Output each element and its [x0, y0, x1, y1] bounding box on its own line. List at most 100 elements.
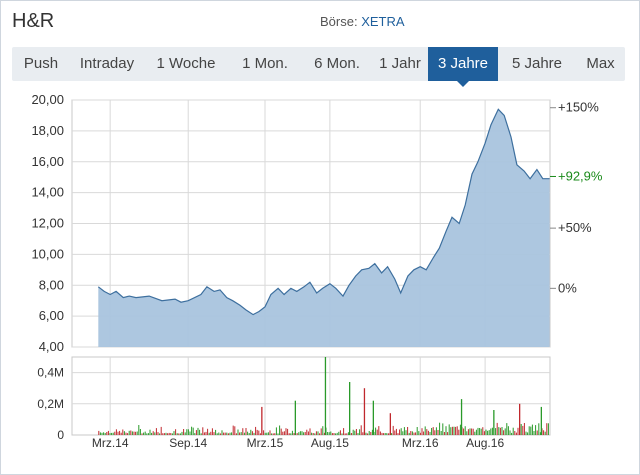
volume-bar: [107, 430, 109, 435]
volume-bar: [141, 433, 143, 435]
volume-bar: [189, 431, 191, 435]
price-area: [98, 109, 550, 347]
volume-bar: [138, 425, 140, 435]
volume-bar: [256, 429, 258, 435]
volume-bar: [280, 428, 282, 435]
tab-intraday[interactable]: Intraday: [79, 55, 135, 72]
volume-bar: [135, 431, 137, 435]
volume-bar: [432, 427, 434, 435]
volume-spike-bar: [324, 357, 327, 435]
pct-tick-label: 0%: [558, 280, 577, 295]
tab-max[interactable]: Max: [586, 55, 615, 72]
volume-bar: [427, 430, 429, 435]
volume-bar: [370, 432, 372, 435]
volume-bar: [208, 432, 210, 435]
volume-bar: [154, 432, 156, 435]
volume-bar: [383, 433, 385, 435]
volume-bar: [282, 431, 284, 435]
volume-bar: [123, 431, 125, 435]
volume-bar: [402, 431, 404, 435]
exchange-value[interactable]: XETRA: [361, 14, 405, 29]
volume-bar: [546, 423, 548, 435]
volume-spike-bar: [363, 388, 366, 435]
volume-tick-label: 0: [57, 428, 64, 442]
volume-bar: [283, 431, 285, 435]
volume-bar: [247, 431, 249, 435]
volume-bar: [267, 432, 269, 435]
volume-bar: [287, 428, 289, 435]
volume-bar: [250, 429, 252, 435]
volume-bar: [464, 426, 466, 435]
volume-bar: [207, 428, 209, 435]
volume-bar: [255, 426, 257, 435]
volume-bar: [167, 433, 169, 435]
volume-bar: [395, 428, 397, 435]
volume-bar: [218, 432, 220, 435]
price-tick-label: 20,00: [31, 92, 64, 107]
tab-6-mon[interactable]: 6 Mon.: [314, 55, 360, 72]
volume-bar: [151, 432, 153, 435]
volume-bar: [163, 433, 165, 435]
volume-bar: [242, 428, 244, 435]
price-tick-label: 8,00: [39, 277, 64, 292]
tab-3-jahre[interactable]: 3 Jahre: [428, 47, 498, 87]
price-tick-label: 14,00: [31, 185, 64, 200]
volume-bar: [536, 430, 538, 435]
volume-tick-label: 0,2M: [37, 397, 64, 411]
volume-bar: [248, 433, 250, 435]
volume-bar: [251, 431, 253, 435]
volume-bar: [501, 427, 503, 435]
tab-1-mon[interactable]: 1 Mon.: [242, 55, 288, 72]
volume-bar: [384, 433, 386, 435]
volume-bar: [277, 433, 279, 435]
volume-bar: [226, 432, 228, 435]
volume-bar: [469, 428, 471, 435]
volume-bar: [224, 432, 226, 435]
volume-bar: [117, 431, 119, 435]
tab-push[interactable]: Push: [23, 55, 59, 72]
volume-bar: [187, 429, 189, 435]
volume-bar: [240, 432, 242, 435]
volume-bar: [335, 433, 337, 435]
volume-bar: [115, 429, 117, 435]
volume-bar: [437, 430, 439, 435]
tab-1-woche[interactable]: 1 Woche: [156, 55, 216, 72]
pct-tick-label: +50%: [558, 220, 592, 235]
volume-bar: [315, 431, 317, 435]
volume-bar: [450, 427, 452, 435]
volume-bar: [426, 429, 428, 435]
volume-bar: [354, 430, 356, 435]
volume-spike-bar: [372, 400, 374, 435]
volume-bar: [411, 431, 413, 435]
volume-bar: [435, 427, 437, 435]
volume-bar: [98, 430, 100, 435]
price-tick-label: 16,00: [31, 154, 64, 169]
volume-bar: [311, 432, 313, 435]
volume-bar: [125, 432, 127, 435]
volume-bar: [397, 433, 399, 435]
volume-bar: [162, 433, 164, 435]
volume-bar: [274, 433, 276, 435]
x-tick-label: Mrz.16: [402, 436, 439, 450]
volume-bar: [211, 428, 213, 435]
volume-bar: [371, 429, 373, 435]
volume-bar: [429, 432, 431, 435]
volume-bar: [378, 426, 380, 435]
volume-bar: [514, 431, 516, 435]
volume-bar: [296, 433, 298, 435]
volume-bar: [147, 433, 149, 435]
volume-spike-bar: [349, 382, 351, 435]
volume-bar: [299, 431, 301, 435]
volume-bar: [466, 431, 468, 435]
volume-bar: [216, 433, 218, 435]
volume-bar: [259, 433, 261, 435]
volume-bar: [181, 431, 183, 435]
tab-1-jahr[interactable]: 1 Jahr: [379, 55, 421, 72]
volume-bar: [367, 433, 369, 435]
volume-bar: [458, 429, 460, 435]
volume-bar: [245, 428, 247, 435]
tab-5-jahre[interactable]: 5 Jahre: [511, 55, 563, 72]
volume-spike-bar: [389, 413, 391, 435]
volume-bar: [264, 432, 266, 435]
